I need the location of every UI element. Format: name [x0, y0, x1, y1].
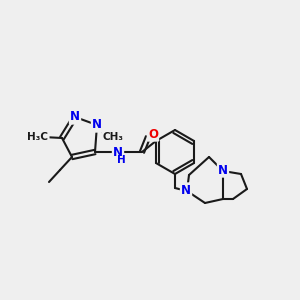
Text: N: N	[181, 184, 191, 196]
Text: N: N	[92, 118, 102, 131]
Text: N: N	[70, 110, 80, 124]
Text: N: N	[113, 146, 123, 158]
Text: H: H	[117, 155, 125, 165]
Text: H₃C: H₃C	[28, 132, 49, 142]
Text: N: N	[218, 164, 228, 176]
Text: O: O	[148, 128, 158, 140]
Text: CH₃: CH₃	[103, 132, 124, 142]
